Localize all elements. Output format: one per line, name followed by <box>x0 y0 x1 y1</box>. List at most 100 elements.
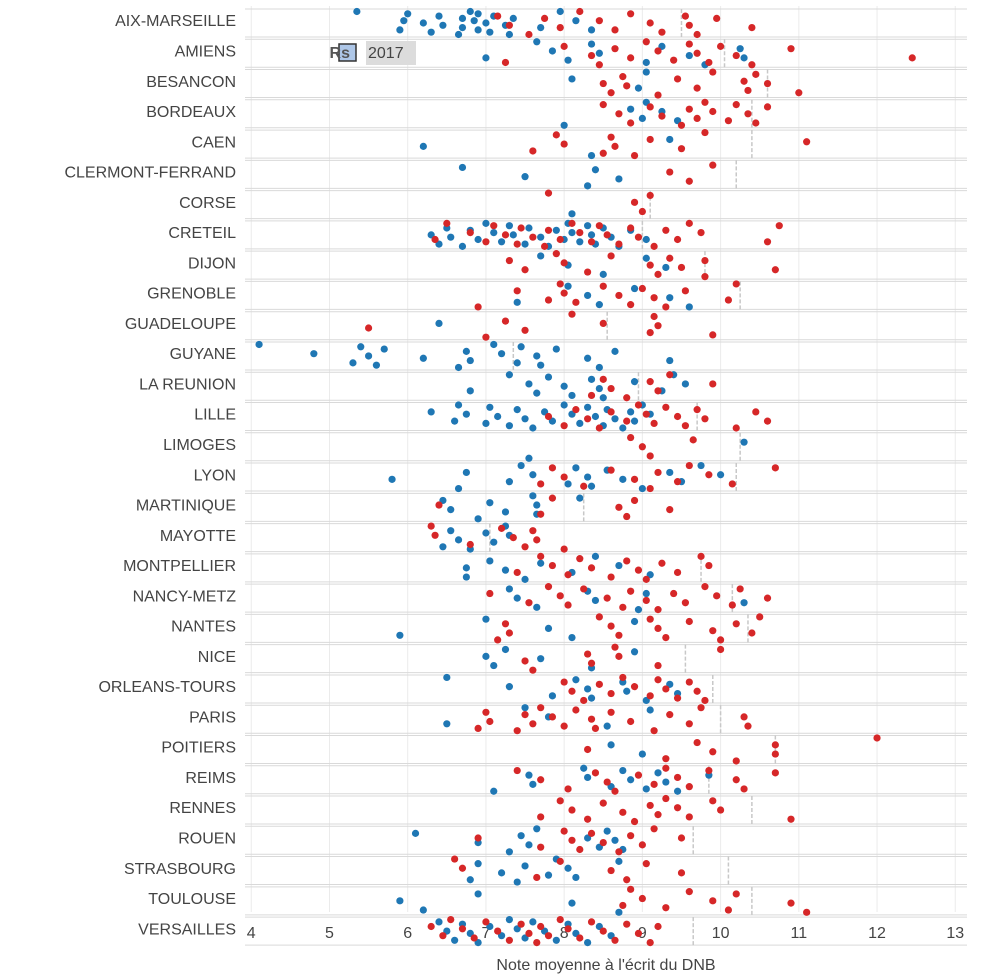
point <box>599 375 607 383</box>
point <box>497 869 506 877</box>
point <box>716 636 725 644</box>
point <box>544 296 553 304</box>
point <box>638 750 646 758</box>
point <box>795 89 803 97</box>
y-tick-label: LA REUNION <box>139 376 236 393</box>
point <box>627 717 635 726</box>
point <box>584 815 592 823</box>
point <box>732 890 740 898</box>
point <box>587 694 596 702</box>
point <box>599 101 607 109</box>
point <box>587 151 596 160</box>
point <box>552 250 560 258</box>
point <box>509 231 517 239</box>
point <box>564 56 572 64</box>
point <box>673 804 682 812</box>
point <box>587 659 596 667</box>
point <box>642 38 650 46</box>
point <box>650 312 658 321</box>
point <box>568 219 576 227</box>
point <box>693 687 701 695</box>
point <box>560 827 568 835</box>
point <box>552 936 560 944</box>
point <box>673 235 682 244</box>
point <box>654 922 662 931</box>
point <box>576 934 584 942</box>
point <box>556 916 564 924</box>
point <box>627 885 635 893</box>
y-tick-label: ROUEN <box>178 831 236 848</box>
point <box>697 704 705 712</box>
point <box>677 834 686 842</box>
point <box>615 561 623 570</box>
point <box>462 564 470 572</box>
point <box>685 177 693 185</box>
point <box>709 797 717 805</box>
point <box>650 727 658 735</box>
point <box>646 191 654 200</box>
point <box>650 419 658 428</box>
point <box>466 876 474 884</box>
point <box>474 834 482 842</box>
point <box>607 866 615 875</box>
point <box>505 222 513 230</box>
point <box>599 319 607 327</box>
point <box>642 589 650 598</box>
point <box>466 540 474 549</box>
point <box>685 888 693 896</box>
point <box>685 219 693 227</box>
point <box>564 785 572 793</box>
point <box>494 12 502 20</box>
point <box>501 620 510 628</box>
point <box>748 629 756 637</box>
point <box>662 778 670 786</box>
point <box>685 720 693 728</box>
point <box>709 748 717 756</box>
point <box>411 829 420 837</box>
point <box>591 166 600 174</box>
point <box>529 233 537 241</box>
x-tick-label: 8 <box>560 925 569 942</box>
point <box>501 566 510 574</box>
point <box>443 673 451 682</box>
point <box>619 808 627 816</box>
point <box>611 347 619 355</box>
point <box>595 613 603 621</box>
point <box>537 252 545 260</box>
point <box>736 585 744 593</box>
point <box>513 406 521 414</box>
point <box>763 417 772 425</box>
point <box>654 606 662 614</box>
point <box>564 282 572 290</box>
point <box>646 329 654 337</box>
point <box>548 464 557 472</box>
point <box>537 510 545 518</box>
point <box>732 620 740 628</box>
point <box>666 294 674 302</box>
point <box>607 133 615 141</box>
x-axis-title: Note moyenne à l'écrit du DNB <box>496 957 715 974</box>
point <box>447 916 455 924</box>
point <box>611 415 619 423</box>
point <box>505 916 513 924</box>
point <box>494 927 502 935</box>
point <box>646 706 654 714</box>
point <box>650 242 658 250</box>
point <box>642 596 650 605</box>
point <box>458 242 467 250</box>
point <box>646 452 654 460</box>
point <box>701 273 709 281</box>
point <box>709 68 717 76</box>
point <box>595 301 603 309</box>
point <box>454 484 463 493</box>
point <box>560 42 568 50</box>
point <box>740 438 748 446</box>
point <box>505 683 513 691</box>
point <box>771 741 779 749</box>
point <box>458 24 467 32</box>
point <box>587 40 596 48</box>
point <box>595 424 603 432</box>
y-tick-label: GUADELOUPE <box>125 316 236 333</box>
point <box>623 394 631 402</box>
point <box>677 263 686 272</box>
